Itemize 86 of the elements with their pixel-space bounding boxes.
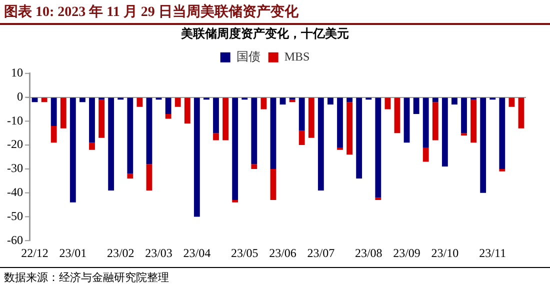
bar [499, 168, 506, 172]
y-tick-label: -60 [6, 232, 23, 247]
x-tick-label: 23/07 [307, 246, 335, 260]
x-tick-label: 23/01 [59, 246, 87, 260]
x-tick-label: 23/09 [393, 246, 420, 260]
bar [184, 98, 190, 124]
bar [146, 98, 152, 164]
x-tick-label: 23/05 [230, 246, 258, 260]
bar [508, 98, 515, 107]
y-tick-label: 10 [10, 66, 23, 80]
bar [80, 98, 86, 102]
x-tick-label: 23/11 [479, 246, 506, 260]
bar [270, 168, 276, 200]
bar [251, 164, 258, 169]
bar [442, 98, 448, 167]
bar [452, 98, 458, 104]
bar [432, 98, 438, 102]
bar [308, 98, 314, 138]
bar [298, 130, 305, 146]
y-tick-label: -50 [6, 208, 23, 223]
bar [127, 174, 134, 178]
bar [222, 98, 228, 140]
bar [394, 98, 400, 134]
bar [346, 98, 352, 102]
legend-label: MBS [284, 50, 310, 64]
source-note: 数据来源：经济与金融研究院整理 [0, 267, 550, 287]
bar [194, 98, 200, 217]
chart-title: 图表 10: 2023 年 11 月 29 日当周美联储资产变化 [0, 0, 550, 25]
bar [146, 164, 152, 190]
bar [461, 98, 467, 134]
bar [480, 98, 486, 193]
x-tick-label: 23/04 [183, 246, 211, 260]
x-tick-label: 23/03 [145, 246, 172, 260]
bar [422, 147, 429, 162]
bar [50, 98, 57, 126]
bar [346, 102, 352, 155]
bar [375, 98, 382, 198]
bar [328, 98, 334, 104]
bar [213, 133, 219, 140]
bar [470, 100, 476, 143]
bar [413, 98, 420, 114]
bar [165, 114, 172, 119]
bar [422, 98, 429, 148]
bar [89, 142, 95, 150]
bar [213, 98, 219, 134]
bar [232, 200, 238, 202]
legend-label: 国债 [236, 50, 260, 64]
bar [518, 98, 524, 128]
y-tick-label: -40 [6, 184, 23, 199]
bar [280, 98, 286, 104]
bar [108, 98, 114, 190]
chart-subtitle: 美联储周度资产变化，十亿美元 [180, 26, 349, 40]
bar [165, 98, 172, 114]
bar [89, 98, 95, 143]
bar [260, 98, 267, 110]
x-tick-label: 23/10 [431, 246, 459, 260]
bar [384, 98, 391, 110]
x-tick-label: 22/12 [21, 246, 48, 260]
bar [404, 98, 410, 143]
bar [461, 133, 467, 136]
bar [70, 98, 76, 202]
bar [432, 102, 438, 140]
bar [356, 98, 362, 178]
bar [318, 98, 324, 190]
x-tick-label: 23/06 [269, 246, 296, 260]
bar [127, 98, 134, 174]
x-tick-label: 23/02 [106, 246, 134, 260]
bar [499, 98, 506, 169]
bar [41, 98, 48, 102]
bar [174, 98, 181, 107]
y-tick-label: 0 [16, 89, 23, 104]
x-tick-label: 23/08 [354, 246, 382, 260]
bar [289, 100, 296, 102]
bar [337, 98, 343, 148]
bar [50, 126, 57, 143]
bar [98, 100, 104, 138]
bar [60, 98, 66, 128]
y-tick-label: -20 [6, 137, 23, 152]
bar [298, 98, 305, 131]
bar [270, 98, 276, 169]
y-tick-label: -30 [6, 161, 23, 176]
y-tick-label: -10 [6, 113, 23, 128]
bar [251, 98, 258, 164]
bar [337, 147, 343, 150]
bar [136, 98, 143, 107]
bar [232, 98, 238, 200]
